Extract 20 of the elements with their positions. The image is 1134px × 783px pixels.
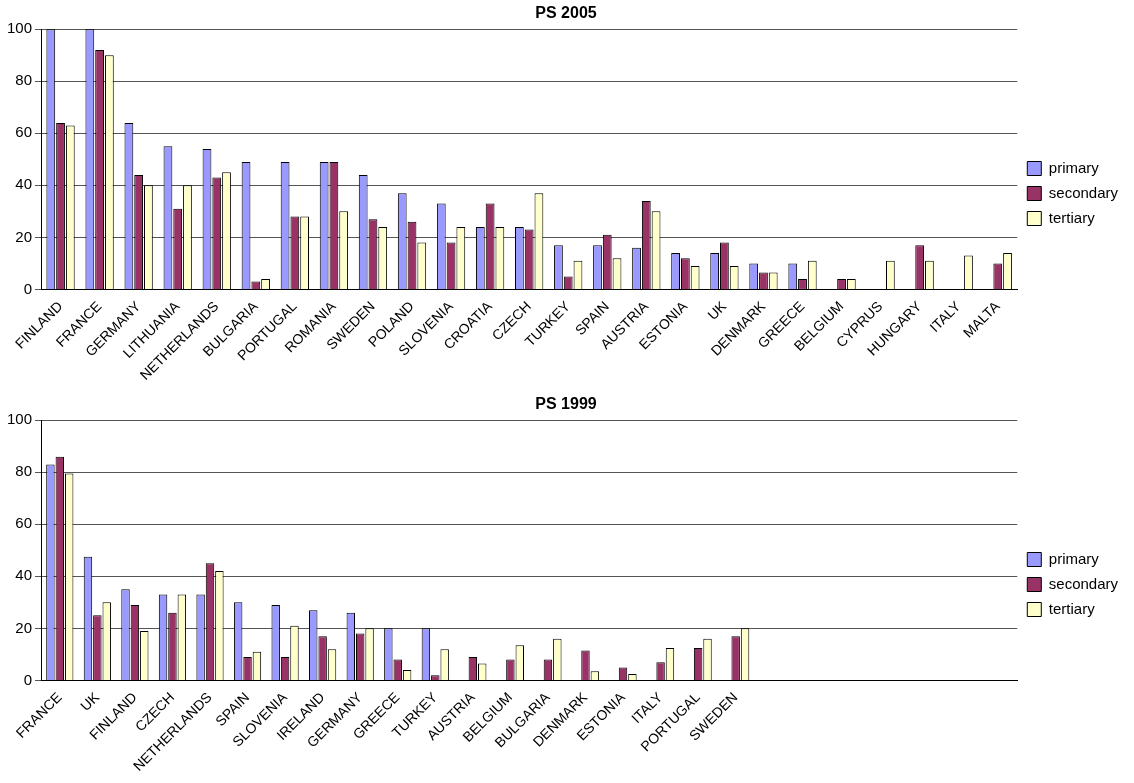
legend-label: tertiary	[1048, 599, 1096, 617]
legend-label: secondary	[1048, 574, 1119, 592]
y-tick-label: 40	[15, 566, 33, 584]
y-tick-label: 40	[15, 175, 33, 193]
y-tick-label: 100	[7, 410, 33, 428]
y-tick-label: 100	[7, 19, 33, 37]
y-tick-label: 80	[15, 462, 33, 480]
y-tick-label: 60	[15, 514, 33, 532]
legend-label: primary	[1048, 158, 1100, 176]
legend-label: secondary	[1048, 183, 1119, 201]
legend-label: primary	[1048, 549, 1100, 567]
y-tick-label: 0	[23, 670, 33, 688]
y-tick-label: 20	[15, 618, 33, 636]
legend-label: tertiary	[1048, 208, 1096, 226]
y-tick-label: 20	[15, 227, 33, 245]
chart-title: PS 2005	[535, 4, 597, 22]
y-tick-label: 60	[15, 123, 33, 141]
y-tick-label: 80	[15, 71, 33, 89]
chart-title: PS 1999	[535, 395, 597, 413]
y-tick-label: 0	[23, 279, 33, 297]
